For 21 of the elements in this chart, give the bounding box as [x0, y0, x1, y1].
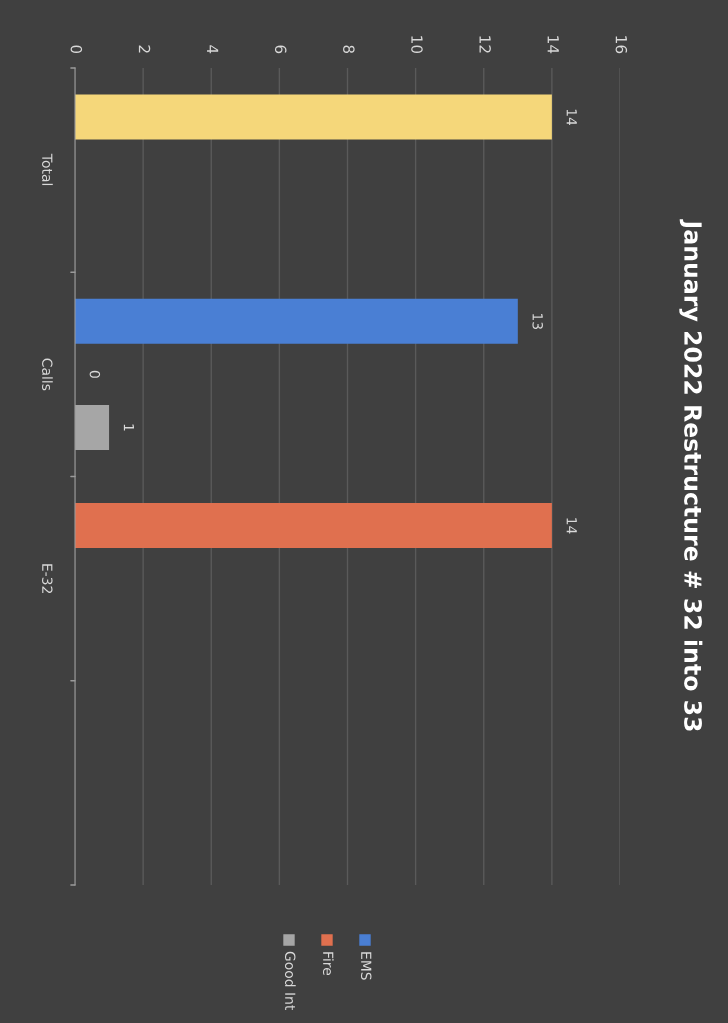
legend-label: Good Int [284, 951, 296, 1010]
data-label: 14 [566, 109, 577, 126]
x-tick-label: 6 [274, 45, 287, 54]
data-label: 0 [89, 370, 101, 378]
x-tick-label: 16 [615, 36, 628, 54]
data-label: 14 [566, 518, 577, 534]
x-tick-label: 2 [138, 45, 151, 53]
y-tick-label: Calls [42, 358, 53, 391]
x-tick-label: 12 [479, 36, 491, 53]
x-tick-label: 14 [547, 36, 559, 54]
legend-label: EMS [360, 952, 372, 980]
x-tick-label: 8 [343, 45, 355, 54]
text: January 2022 Restructure # 32 into 33 [679, 219, 703, 731]
y-tick-label: E-32 [42, 564, 53, 593]
legend-label: Fire [322, 952, 334, 976]
x-tick-label: 0 [70, 45, 83, 54]
data-label: 1 [123, 424, 134, 431]
y-tick-label: Total [42, 153, 53, 186]
x-tick-label: 4 [207, 45, 219, 54]
data-label: 13 [532, 313, 543, 329]
x-tick-label: 10 [411, 36, 423, 54]
